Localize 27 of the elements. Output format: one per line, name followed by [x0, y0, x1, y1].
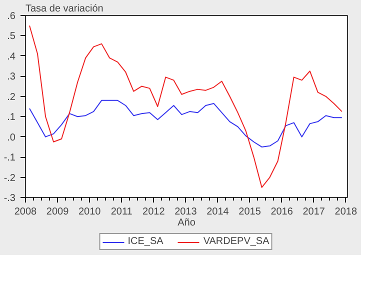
x-tick-label: 2012	[142, 206, 166, 218]
x-tick-label: 2013	[174, 206, 198, 218]
x-axis-title: Año	[178, 218, 196, 228]
y-tick-label: .6	[7, 11, 16, 22]
y-tick-label: -.2	[4, 172, 16, 184]
y-tick-label: .4	[7, 51, 16, 62]
y-tick-label: .3	[7, 72, 16, 83]
x-tick-label: 2018	[334, 206, 358, 218]
line-series	[29, 100, 342, 148]
y-tick-label: -.1	[4, 152, 16, 164]
x-tick-label: 2014	[206, 206, 230, 218]
x-tick-label: 2010	[78, 206, 102, 218]
y-axis-title: Tasa de variación	[26, 4, 104, 14]
legend-label: VARDEPV_SA	[203, 236, 270, 247]
x-tick-label: 2016	[270, 206, 294, 218]
x-tick-label: 2015	[238, 206, 262, 218]
line-series	[29, 25, 342, 188]
y-tick-label: -.3	[4, 193, 16, 204]
x-tick-label: 2017	[302, 206, 326, 218]
x-tick-label: 2008	[14, 206, 38, 218]
legend-label: ICE_SA	[128, 236, 164, 247]
x-tick-label: 2011	[110, 206, 133, 218]
y-tick-label: .5	[7, 31, 16, 42]
y-tick-label: .2	[7, 92, 16, 103]
x-tick-label: 2009	[46, 206, 70, 218]
y-tick-label: .1	[7, 112, 16, 124]
y-tick-label: .0	[7, 132, 16, 144]
